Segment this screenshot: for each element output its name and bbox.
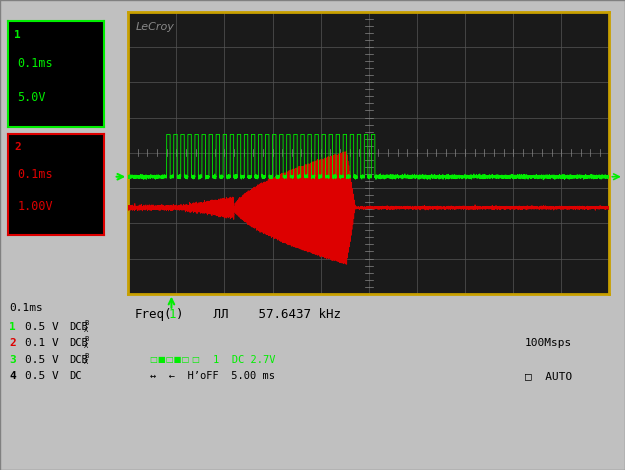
Text: 0.5 V: 0.5 V (25, 322, 59, 332)
Text: □■□■□ □: □■□■□ □ (150, 355, 200, 364)
Text: 0.1ms: 0.1ms (18, 168, 53, 181)
Text: LeCroy: LeCroy (136, 22, 174, 31)
Text: 0.1 V: 0.1 V (25, 338, 59, 348)
Text: 0.5 V: 0.5 V (25, 371, 59, 381)
Text: 0.1ms: 0.1ms (9, 303, 43, 313)
Text: 5.0V: 5.0V (18, 91, 46, 104)
Text: 2: 2 (14, 142, 21, 152)
Text: Freq(: Freq( (134, 308, 172, 321)
Text: □  AUTO: □ AUTO (525, 371, 572, 381)
Text: 1: 1 (169, 308, 176, 321)
Text: 0.5 V: 0.5 V (25, 355, 59, 365)
Text: 100Msps: 100Msps (525, 338, 572, 348)
Text: 2: 2 (9, 338, 16, 348)
Text: DCB: DCB (69, 355, 88, 365)
Text: 4: 4 (9, 371, 16, 381)
Text: 3: 3 (9, 355, 16, 365)
Text: 1  DC 2.7V: 1 DC 2.7V (213, 355, 275, 365)
Text: DC: DC (69, 371, 81, 381)
Text: B
X: B X (84, 336, 89, 349)
Text: 1: 1 (14, 30, 21, 39)
Text: )    ЛЛ    57.6437 kHz: ) ЛЛ 57.6437 kHz (176, 308, 341, 321)
Text: DCB: DCB (69, 338, 88, 348)
Text: 1: 1 (9, 322, 16, 332)
Text: B
X: B X (84, 352, 89, 366)
Text: B
X: B X (84, 320, 89, 333)
Text: 0.1ms: 0.1ms (18, 57, 53, 70)
Text: 1.00V: 1.00V (18, 200, 53, 213)
Text: DCB: DCB (69, 322, 88, 332)
Text: ↔  ←  H’oFF  5.00 ms: ↔ ← H’oFF 5.00 ms (150, 371, 275, 381)
